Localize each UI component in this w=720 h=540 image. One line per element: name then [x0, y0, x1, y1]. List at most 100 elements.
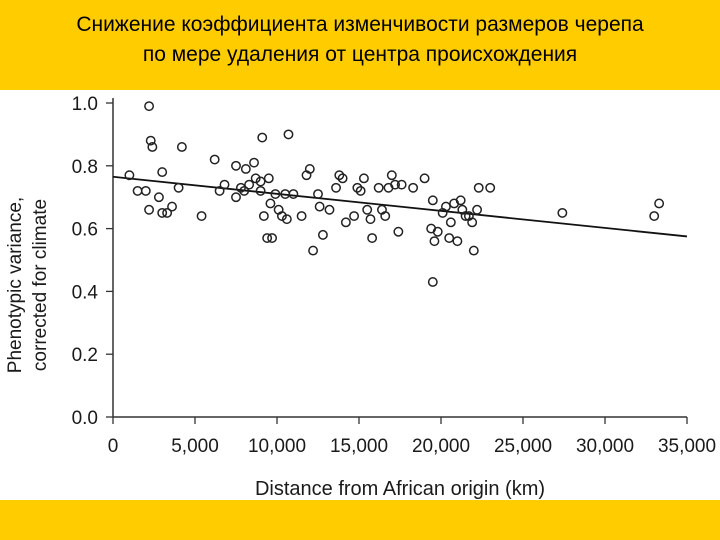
data-points: [124, 101, 665, 287]
data-point: [239, 185, 250, 196]
data-point: [444, 233, 455, 243]
data-point: [427, 277, 438, 287]
data-point: [429, 236, 440, 247]
data-point: [209, 154, 220, 165]
data-point: [270, 189, 281, 200]
y-tick-label: 0.6: [72, 220, 98, 241]
data-point: [304, 163, 315, 174]
data-point: [452, 236, 463, 247]
x-tick-label: 25,000: [494, 436, 552, 457]
data-point: [362, 204, 373, 215]
x-tick-label: 30,000: [576, 436, 634, 457]
x-tick-label: 5,000: [171, 436, 219, 457]
data-point: [145, 135, 156, 146]
x-tick-label: 20,000: [412, 436, 470, 457]
data-point: [358, 173, 369, 184]
data-point: [263, 173, 274, 184]
y-ticks: 0.0 0.2 0.4 0.6 0.8 1.0: [72, 94, 113, 429]
data-point: [173, 182, 184, 193]
y-tick-label: 0.2: [72, 345, 98, 366]
data-point: [140, 185, 151, 196]
data-point: [196, 211, 207, 221]
bottom-bar: [0, 500, 720, 540]
data-point: [288, 189, 299, 200]
data-point: [419, 173, 430, 184]
data-point: [396, 179, 407, 190]
data-point: [214, 185, 225, 196]
data-point: [255, 185, 266, 196]
data-point: [249, 157, 259, 168]
slide-title-line-1: Снижение коэффициента изменчивости разме…: [76, 13, 644, 36]
trendline-group: [112, 175, 688, 238]
data-point: [313, 189, 323, 200]
data-point: [340, 217, 351, 228]
data-point: [235, 182, 246, 193]
data-point: [557, 207, 568, 218]
data-point: [124, 170, 135, 181]
data-point: [649, 211, 660, 221]
y-tick-label: 0.4: [72, 282, 99, 303]
slide-title: Снижение коэффициента изменчивости разме…: [0, 10, 720, 70]
data-point: [231, 160, 241, 171]
data-point: [393, 226, 404, 237]
data-point: [157, 207, 168, 218]
data-point: [219, 179, 230, 190]
data-point: [265, 198, 276, 209]
data-point: [276, 211, 287, 221]
data-point: [445, 217, 456, 228]
data-point: [355, 185, 366, 196]
y-axis-label-line-2: corrected for climate: [30, 199, 51, 371]
data-point: [162, 207, 173, 218]
data-point: [380, 211, 391, 221]
data-point: [427, 195, 438, 206]
data-point: [144, 204, 155, 215]
x-tick-label: 0: [108, 436, 119, 457]
data-point: [408, 182, 419, 193]
y-tick-label: 1.0: [72, 94, 98, 115]
data-point: [257, 132, 268, 143]
y-tick-label: 0.8: [72, 157, 98, 178]
slide-title-line-2: по мере удаления от центра происхождения: [142, 43, 578, 66]
title-bar: [0, 0, 720, 90]
data-point: [308, 245, 319, 256]
data-point: [352, 182, 363, 193]
data-point: [255, 176, 266, 187]
x-axis-label: Distance from African origin (km): [255, 478, 545, 500]
data-point: [365, 214, 376, 225]
data-point: [367, 233, 378, 243]
data-point: [262, 233, 273, 243]
data-point: [654, 198, 665, 209]
data-point: [373, 182, 384, 193]
data-point: [337, 173, 348, 184]
data-point: [167, 201, 177, 212]
x-tick-label: 15,000: [330, 436, 388, 457]
x-tick-label: 10,000: [248, 436, 306, 457]
data-point: [460, 211, 471, 221]
data-point: [317, 229, 328, 240]
data-point: [334, 170, 345, 181]
data-point: [231, 192, 241, 203]
data-point: [244, 179, 255, 190]
data-point: [324, 204, 335, 215]
data-point: [144, 101, 155, 112]
data-point: [250, 173, 261, 184]
x-ticks: 0 5,000 10,000 15,000 20,000 25,000 30,000 35,0…: [108, 417, 716, 457]
data-point: [258, 211, 269, 221]
data-point: [240, 163, 251, 174]
data-point: [440, 201, 451, 212]
data-point: [157, 167, 168, 178]
axis-labels: Distance from African origin (km) Phenot…: [5, 197, 545, 500]
data-point: [473, 182, 484, 193]
data-point: [386, 170, 397, 181]
data-point: [467, 217, 478, 228]
data-point: [432, 226, 443, 237]
data-point: [485, 182, 496, 193]
data-point: [267, 233, 278, 243]
data-point: [314, 201, 325, 212]
x-tick-label: 35,000: [658, 436, 716, 457]
data-point: [283, 129, 294, 140]
data-point: [153, 192, 164, 203]
data-point: [176, 142, 187, 152]
regression-line: [112, 175, 688, 238]
